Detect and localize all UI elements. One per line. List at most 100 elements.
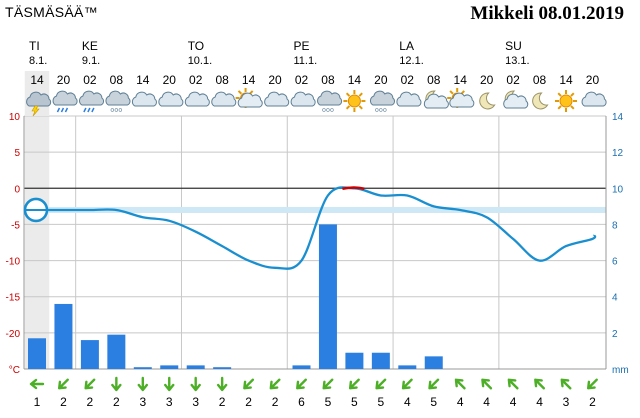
snow-flake bbox=[330, 108, 334, 112]
wind-speed-label: 2 bbox=[272, 395, 279, 409]
wind-arrow-shape bbox=[84, 378, 96, 390]
hour-label: 20 bbox=[268, 73, 282, 87]
precipitation-bar bbox=[424, 356, 443, 369]
sun-ray bbox=[570, 105, 575, 110]
wind-speed-label: 4 bbox=[536, 395, 543, 409]
rain-drop bbox=[64, 107, 69, 113]
cloud-icon bbox=[131, 91, 157, 107]
precipitation-bar bbox=[80, 340, 99, 369]
wind-arrow-shape bbox=[428, 378, 440, 390]
sun-ray bbox=[557, 92, 562, 97]
sun-disc bbox=[347, 94, 361, 108]
sun-ray bbox=[570, 92, 575, 97]
day-header: TI 8.1. KE 9.1. TO 10.1. PE 11.1. LA 12.1. SU 13.1. bbox=[29, 39, 530, 67]
above-zero-segment bbox=[342, 186, 365, 191]
wind-arrow-icon bbox=[111, 376, 122, 392]
hour-label: 20 bbox=[586, 73, 600, 87]
left-tick-label: -20 bbox=[6, 329, 21, 340]
hour-label: 14 bbox=[559, 73, 573, 87]
wind-arrow-icon bbox=[190, 376, 201, 392]
hour-label: 08 bbox=[533, 73, 547, 87]
hour-label: 14 bbox=[136, 73, 150, 87]
cloud-icon bbox=[290, 91, 316, 107]
wind-speed-label: 5 bbox=[430, 395, 437, 409]
precipitation-bar bbox=[398, 365, 417, 369]
snow-flake bbox=[383, 108, 387, 112]
day-name: TO bbox=[188, 39, 204, 53]
cloud-icon bbox=[211, 91, 237, 107]
wind-arrow-icon bbox=[401, 378, 413, 390]
hour-label: 20 bbox=[480, 73, 494, 87]
current-column-highlight bbox=[24, 116, 50, 369]
left-tick-label: 10 bbox=[9, 112, 21, 123]
rain-drop bbox=[56, 107, 61, 113]
wind-arrow-shape bbox=[375, 378, 387, 390]
wind-speed-label: 2 bbox=[113, 395, 120, 409]
precipitation-bar bbox=[345, 352, 364, 369]
precipitation-bar bbox=[107, 334, 126, 369]
day-date: 8.1. bbox=[29, 55, 47, 67]
snow-flake bbox=[110, 108, 115, 112]
axis-tick-labels: 10 5 0 -5 -10 -15 -20 °C 14 12 10 8 6 4 2 mm bbox=[6, 112, 629, 376]
cloud-icon bbox=[158, 91, 184, 107]
cloud-shape bbox=[396, 91, 422, 107]
rain-drop bbox=[87, 107, 91, 113]
cloud-shape bbox=[131, 91, 157, 107]
right-tick-label: 4 bbox=[612, 293, 618, 304]
left-axis-unit: °C bbox=[9, 365, 20, 376]
hour-label: 14 bbox=[348, 73, 362, 87]
wind-arrow-icon bbox=[587, 378, 598, 390]
precipitation-bar bbox=[133, 367, 152, 369]
snow-flake bbox=[326, 108, 330, 112]
cloud-shape bbox=[26, 91, 52, 107]
brand-logo: TÄSMÄSÄÄ™ bbox=[5, 4, 98, 20]
cloud-shape bbox=[158, 91, 184, 107]
moon-icon bbox=[532, 92, 549, 110]
hour-label: 14 bbox=[454, 73, 468, 87]
cloud-thunder-icon bbox=[26, 91, 52, 117]
hour-labels: 14 20 02 08 14 20 02 08 14 20 02 08 14 20 02 08 14 20 02 08… bbox=[24, 71, 600, 116]
wind-arrow-shape bbox=[296, 378, 307, 390]
wind-arrow-icon bbox=[454, 378, 466, 390]
right-tick-label: 6 bbox=[612, 257, 618, 268]
left-tick-label: -15 bbox=[6, 293, 21, 304]
cloud-shape bbox=[105, 90, 131, 106]
snow-flake bbox=[118, 108, 123, 112]
wind-arrow-shape bbox=[243, 378, 255, 390]
wind-speed-label: 4 bbox=[404, 395, 411, 409]
wind-arrow-shape bbox=[454, 378, 466, 390]
cloud-shape bbox=[52, 90, 78, 106]
wind-arrow-shape bbox=[164, 376, 175, 392]
wind-arrow-shape bbox=[534, 378, 545, 390]
wind-arrow-icon bbox=[481, 378, 493, 390]
wind-arrow-shape bbox=[137, 376, 149, 392]
hour-label: 02 bbox=[189, 73, 203, 87]
rain-drop bbox=[83, 107, 87, 113]
sun-ray bbox=[345, 105, 351, 110]
wind-arrow-shape bbox=[481, 378, 493, 390]
precipitation-bar bbox=[160, 365, 179, 369]
day-name: KE bbox=[82, 39, 98, 53]
right-tick-label: 14 bbox=[612, 112, 624, 123]
wind-speed-label: 4 bbox=[510, 395, 517, 409]
moon-shape bbox=[479, 92, 496, 110]
wind-speed-label: 6 bbox=[298, 395, 305, 409]
day-date: 10.1. bbox=[188, 55, 212, 67]
wind-arrow-shape bbox=[111, 376, 122, 392]
current-temperature-band bbox=[24, 206, 606, 213]
wind-arrow-icon bbox=[296, 378, 307, 390]
hour-label: 02 bbox=[295, 73, 309, 87]
cloud-shape bbox=[581, 91, 607, 107]
wind-speed-label: 5 bbox=[351, 395, 358, 409]
cloud-shape bbox=[449, 92, 475, 108]
precipitation-bars bbox=[28, 224, 443, 369]
cloud-shape bbox=[423, 93, 449, 109]
cloud-snow-icon bbox=[317, 90, 343, 112]
day-name: TI bbox=[29, 39, 40, 53]
wind-arrow-shape bbox=[322, 378, 334, 390]
wind-arrow-shape bbox=[587, 378, 598, 390]
wind-speed-label: 2 bbox=[60, 395, 67, 409]
wind-arrow-icon bbox=[58, 378, 69, 390]
left-tick-label: 0 bbox=[14, 184, 20, 195]
